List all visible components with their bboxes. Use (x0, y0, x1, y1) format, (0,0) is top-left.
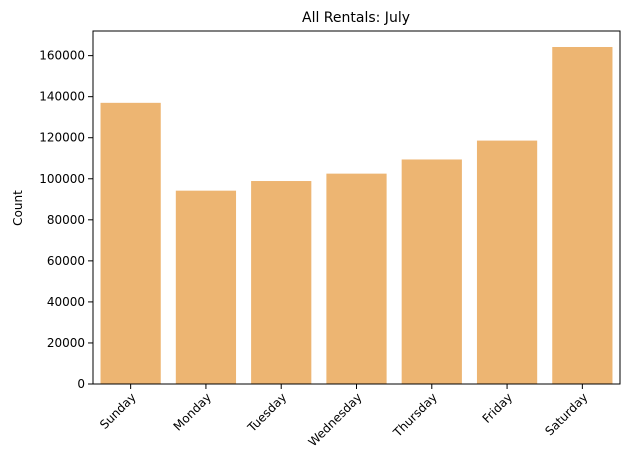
y-tick-label: 120000 (39, 131, 85, 145)
plot-frame (92, 30, 621, 385)
y-tick-label: 20000 (47, 336, 85, 350)
bar-wednesday (326, 173, 387, 384)
x-tick-label-thursday: Thursday (390, 390, 440, 440)
plot-area-border (92, 30, 621, 385)
bar-tuesday (251, 181, 312, 384)
bar-friday (476, 140, 538, 384)
x-tick-label-tuesday: Tuesday (244, 390, 289, 435)
x-tick-label-monday: Monday (171, 390, 214, 433)
y-axis-label: Count (11, 190, 25, 226)
bars-group (100, 47, 613, 385)
y-tick-label: 100000 (39, 172, 85, 186)
bar-sunday (100, 102, 161, 385)
y-tick-label: 60000 (47, 254, 85, 268)
y-tick-label: 80000 (47, 213, 85, 227)
y-tick-label: 160000 (39, 49, 85, 63)
x-axis-ticks: Sunday Monday Tuesday Wednesday Thursday Frid… (97, 384, 590, 449)
x-tick-label-friday: Friday (480, 390, 516, 426)
x-tick-label-saturday: Saturday (542, 390, 590, 438)
bar-saturday (552, 47, 613, 384)
y-axis-ticks: 0 20000 40000 60000 80000 100000 120000 140000 1… (39, 49, 93, 391)
bar-thursday (401, 159, 462, 384)
bar-monday (175, 190, 237, 384)
y-tick-label: 140000 (39, 90, 85, 104)
y-tick-label: 0 (77, 377, 85, 391)
chart-title: All Rentals: July (302, 10, 410, 26)
x-tick-label-sunday: Sunday (97, 390, 139, 432)
y-tick-label: 40000 (47, 295, 85, 309)
x-tick-label-wednesday: Wednesday (306, 390, 365, 449)
